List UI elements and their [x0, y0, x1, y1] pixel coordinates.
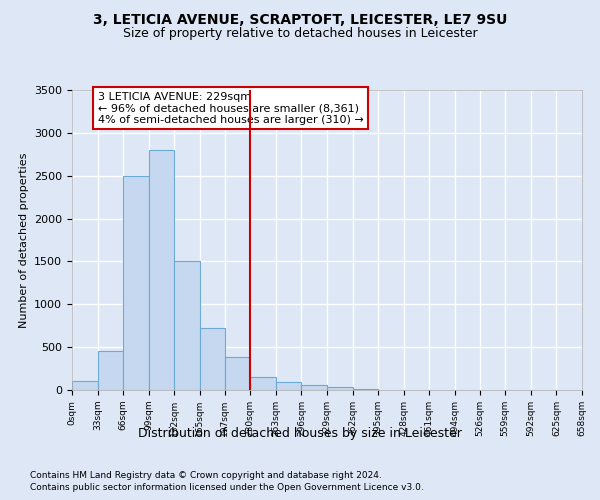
Bar [149, 150, 175, 390]
Text: Distribution of detached houses by size in Leicester: Distribution of detached houses by size … [138, 428, 462, 440]
Text: Contains HM Land Registry data © Crown copyright and database right 2024.: Contains HM Land Registry data © Crown c… [30, 471, 382, 480]
Text: 3 LETICIA AVENUE: 229sqm
← 96% of detached houses are smaller (8,361)
4% of semi: 3 LETICIA AVENUE: 229sqm ← 96% of detach… [98, 92, 364, 125]
Bar [353, 389, 378, 390]
Bar [250, 377, 276, 390]
Text: Contains public sector information licensed under the Open Government Licence v3: Contains public sector information licen… [30, 484, 424, 492]
Bar [276, 382, 301, 390]
Y-axis label: Number of detached properties: Number of detached properties [19, 152, 29, 328]
Bar [200, 328, 224, 390]
Bar [327, 386, 353, 390]
Bar [98, 350, 123, 390]
Text: 3, LETICIA AVENUE, SCRAPTOFT, LEICESTER, LE7 9SU: 3, LETICIA AVENUE, SCRAPTOFT, LEICESTER,… [93, 12, 507, 26]
Bar [224, 356, 250, 390]
Bar [72, 382, 98, 390]
Bar [301, 386, 327, 390]
Text: Size of property relative to detached houses in Leicester: Size of property relative to detached ho… [122, 28, 478, 40]
Bar [123, 176, 149, 390]
Bar [175, 262, 200, 390]
